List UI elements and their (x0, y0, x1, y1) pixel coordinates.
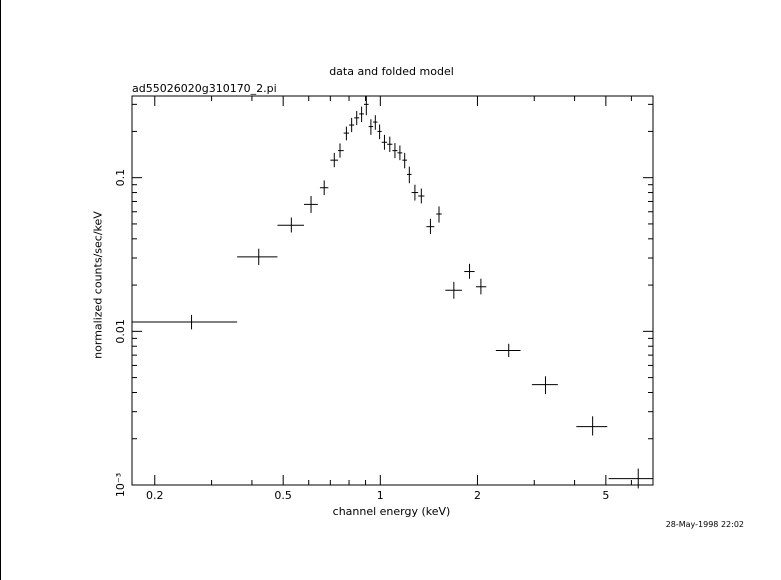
data-point (359, 106, 364, 123)
data-point (392, 143, 398, 159)
x-tick-label: 0.5 (274, 489, 292, 502)
data-point (349, 117, 355, 133)
data-point (387, 136, 393, 152)
data-point (377, 124, 382, 140)
chart-title: data and folded model (329, 65, 454, 78)
data-point (576, 416, 608, 436)
data-points (132, 96, 653, 489)
x-tick-label: 1 (377, 489, 384, 502)
plot-frame (131, 95, 654, 486)
data-point (445, 281, 462, 299)
data-point (495, 343, 521, 358)
x-tick-label: 2 (474, 489, 481, 502)
data-point (363, 96, 369, 116)
data-point (411, 184, 419, 201)
data-point (418, 188, 425, 204)
data-point (354, 110, 360, 126)
y-tick-label: 0.1 (114, 169, 127, 187)
data-point (436, 206, 442, 223)
data-point (343, 126, 350, 141)
data-point (330, 152, 339, 168)
chart-subtitle: ad55026020g310170_2.pi (132, 82, 277, 95)
tick-labels: 0.2 0.5 1 2 5 0.1 0.01 10⁻³ (114, 169, 609, 502)
data-point (476, 278, 487, 295)
data-point (531, 376, 558, 395)
x-axis-label: channel energy (keV) (332, 505, 451, 518)
data-point (373, 115, 378, 130)
data-point (303, 195, 318, 213)
data-point (338, 143, 344, 158)
data-point (402, 152, 408, 169)
x-tick-label: 0.2 (146, 489, 164, 502)
x-tick-label: 5 (602, 489, 609, 502)
y-tick-label: 10⁻³ (114, 473, 127, 497)
data-point (237, 248, 278, 266)
data-point (368, 119, 374, 135)
plot-frame-rect (131, 95, 654, 486)
data-point (319, 180, 329, 196)
timestamp: 28-May-1998 22:02 (665, 520, 744, 529)
data-point (407, 166, 412, 184)
data-point (381, 134, 388, 150)
data-point (608, 468, 653, 489)
data-point (464, 263, 475, 279)
data-point (397, 145, 403, 161)
y-tick-label: 0.01 (114, 319, 127, 344)
axis-ticks (132, 96, 654, 486)
data-point (132, 314, 238, 330)
data-point (426, 218, 435, 234)
data-point (277, 217, 304, 233)
